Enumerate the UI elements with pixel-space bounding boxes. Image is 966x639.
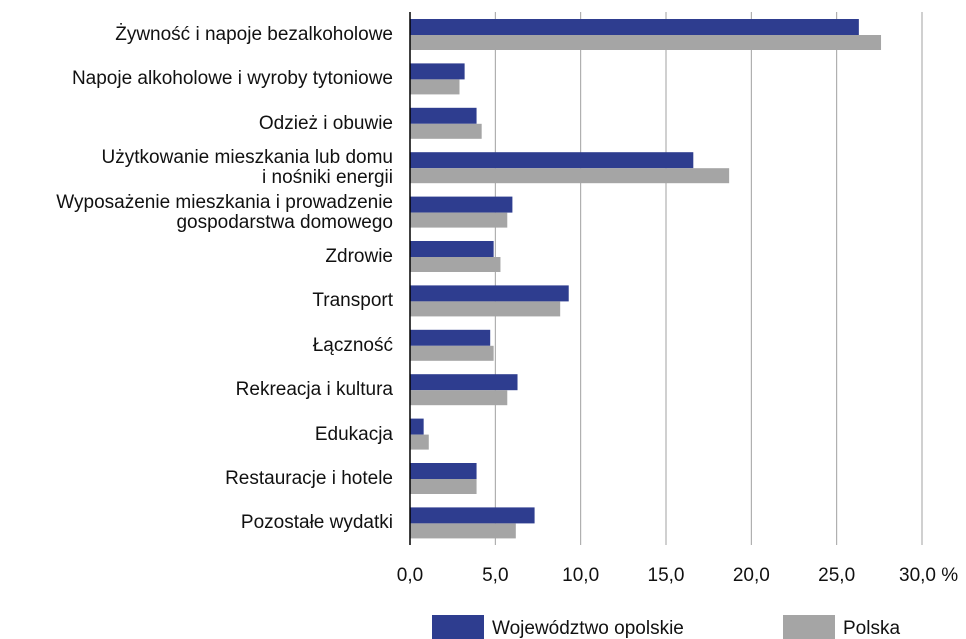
category-label: Odzież i obuwie (258, 112, 393, 134)
bar (410, 507, 535, 524)
bar (410, 301, 561, 317)
bar (410, 196, 513, 213)
category-label: Napoje alkoholowe i wyroby tytoniowe (71, 68, 393, 90)
bar (410, 374, 518, 391)
bar (410, 345, 494, 361)
x-tick-label: 25,0 (818, 565, 855, 586)
x-tick-label: 15,0 (648, 565, 685, 586)
bar (410, 257, 501, 272)
category-label: Użytkowanie mieszkania lub domu i nośnik… (101, 147, 393, 189)
bar (410, 79, 460, 95)
legend-label: Województwo opolskie (492, 618, 684, 639)
bar (410, 168, 730, 184)
bar (410, 123, 482, 139)
bar (410, 35, 882, 50)
bar (410, 241, 494, 257)
x-tick-label: 30,0 % (899, 565, 958, 586)
x-tick-label: 5,0 (482, 565, 508, 586)
bar (410, 285, 569, 302)
category-label: Rekreacja i kultura (235, 379, 393, 401)
category-label: Żywność i napoje bezalkoholowe (115, 24, 393, 45)
legend-swatch (783, 615, 835, 639)
category-label: Zdrowie (325, 246, 393, 267)
bar (410, 390, 508, 406)
category-label: Wyposażenie mieszkania i prowadzenie gos… (56, 191, 393, 233)
x-tick-label: 20,0 (733, 565, 770, 586)
bar (410, 19, 859, 35)
x-tick-label: 10,0 (562, 565, 599, 586)
bar (410, 523, 516, 539)
legend-label: Polska (843, 618, 900, 639)
x-tick-label: 0,0 (397, 565, 423, 586)
bar (410, 152, 694, 169)
bar (410, 107, 477, 124)
category-label: Restauracje i hotele (225, 468, 393, 489)
category-label: Edukacja (314, 423, 393, 445)
bar (410, 479, 477, 494)
category-label: Łączność (312, 334, 393, 356)
bar (410, 418, 424, 435)
bar (410, 434, 429, 450)
bar (410, 463, 477, 479)
legend-swatch (432, 615, 484, 639)
category-label: Pozostałe wydatki (240, 512, 393, 534)
category-label: Transport (312, 290, 393, 312)
bar (410, 63, 465, 80)
bar (410, 329, 491, 346)
bar (410, 212, 508, 228)
